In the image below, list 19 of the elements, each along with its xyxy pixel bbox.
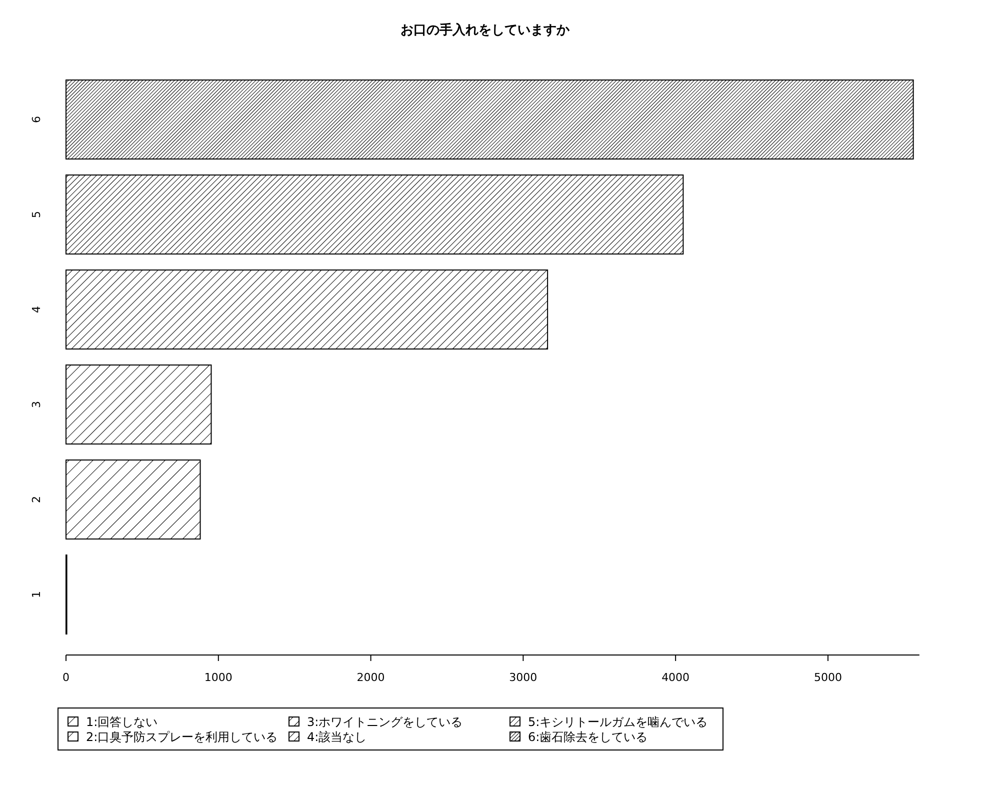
legend-label: 4:該当なし [307, 730, 367, 744]
y-tick-label: 4 [30, 306, 43, 313]
x-tick-label: 0 [62, 671, 70, 684]
legend-label: 6:歯石除去をしている [528, 730, 648, 744]
y-tick-label: 5 [30, 211, 43, 218]
legend-label: 5:キシリトールガムを噛んでいる [528, 715, 708, 729]
x-tick-label: 5000 [814, 671, 842, 684]
legend-label: 1:回答しない [86, 715, 158, 729]
legend-label: 3:ホワイトニングをしている [307, 715, 463, 729]
chart-title: お口の手入れをしていますか [400, 22, 570, 38]
x-tick-label: 2000 [356, 671, 385, 684]
x-tick-label: 3000 [509, 671, 538, 684]
y-tick-label: 2 [30, 496, 43, 503]
legend-label: 2:口臭予防スプレーを利用している [86, 730, 278, 744]
x-tick-label: 1000 [204, 671, 232, 684]
y-tick-label: 6 [30, 116, 43, 123]
y-tick-label: 3 [30, 401, 43, 408]
y-tick-label: 1 [30, 591, 43, 598]
x-tick-label: 4000 [662, 671, 690, 684]
